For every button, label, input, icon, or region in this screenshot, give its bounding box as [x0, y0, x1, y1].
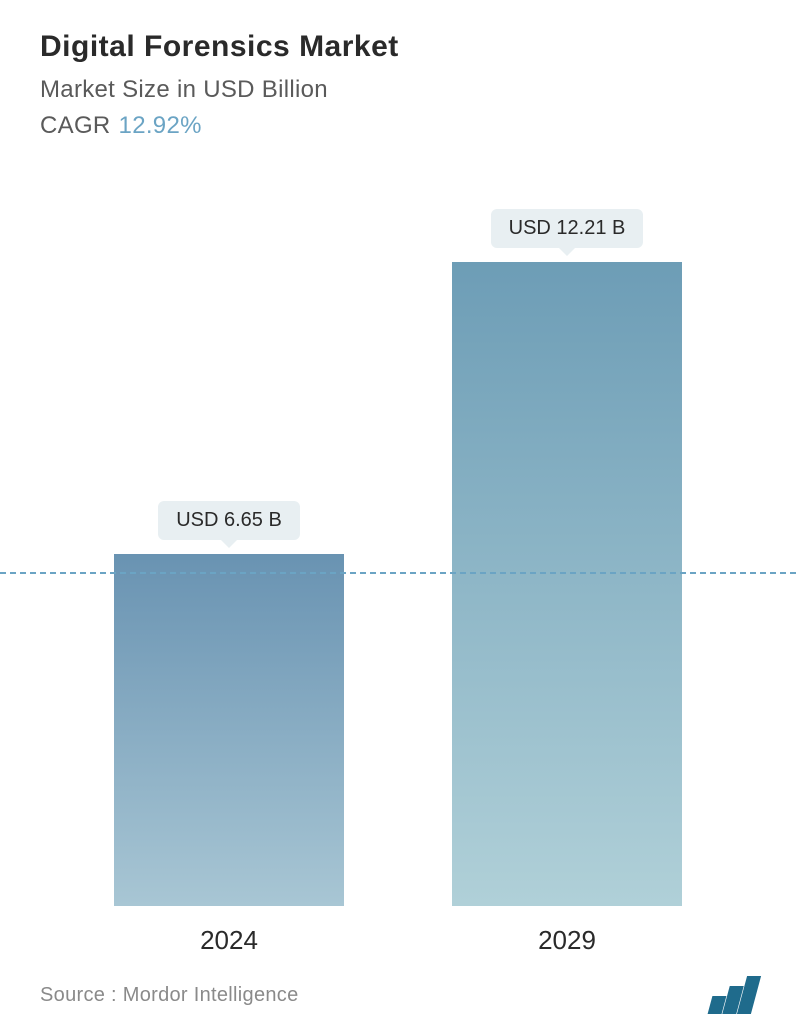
value-label-2029: USD 12.21 B	[491, 209, 644, 248]
chart-title: Digital Forensics Market	[40, 30, 756, 64]
x-label-2029: 2029	[452, 925, 682, 956]
bars-row: USD 6.65 B USD 12.21 B	[60, 170, 736, 906]
source-text: Source : Mordor Intelligence	[40, 984, 299, 1007]
chart-area: USD 6.65 B USD 12.21 B 2024 2029	[60, 170, 736, 966]
x-label-2024: 2024	[114, 925, 344, 956]
value-label-2024: USD 6.65 B	[158, 501, 300, 540]
chart-subtitle: Market Size in USD Billion	[40, 76, 756, 104]
bar-2029	[452, 262, 682, 906]
reference-line	[0, 572, 796, 574]
bar-2024	[114, 554, 344, 906]
cagr-value: 12.92%	[119, 112, 202, 139]
cagr-row: CAGR 12.92%	[40, 112, 756, 140]
chart-footer: Source : Mordor Intelligence	[40, 966, 756, 1014]
bar-group-2029: USD 12.21 B	[452, 209, 682, 906]
bar-group-2024: USD 6.65 B	[114, 501, 344, 906]
chart-container: Digital Forensics Market Market Size in …	[0, 0, 796, 1034]
mordor-logo-icon	[710, 976, 756, 1014]
cagr-label: CAGR	[40, 112, 111, 139]
x-axis-labels: 2024 2029	[60, 925, 736, 956]
